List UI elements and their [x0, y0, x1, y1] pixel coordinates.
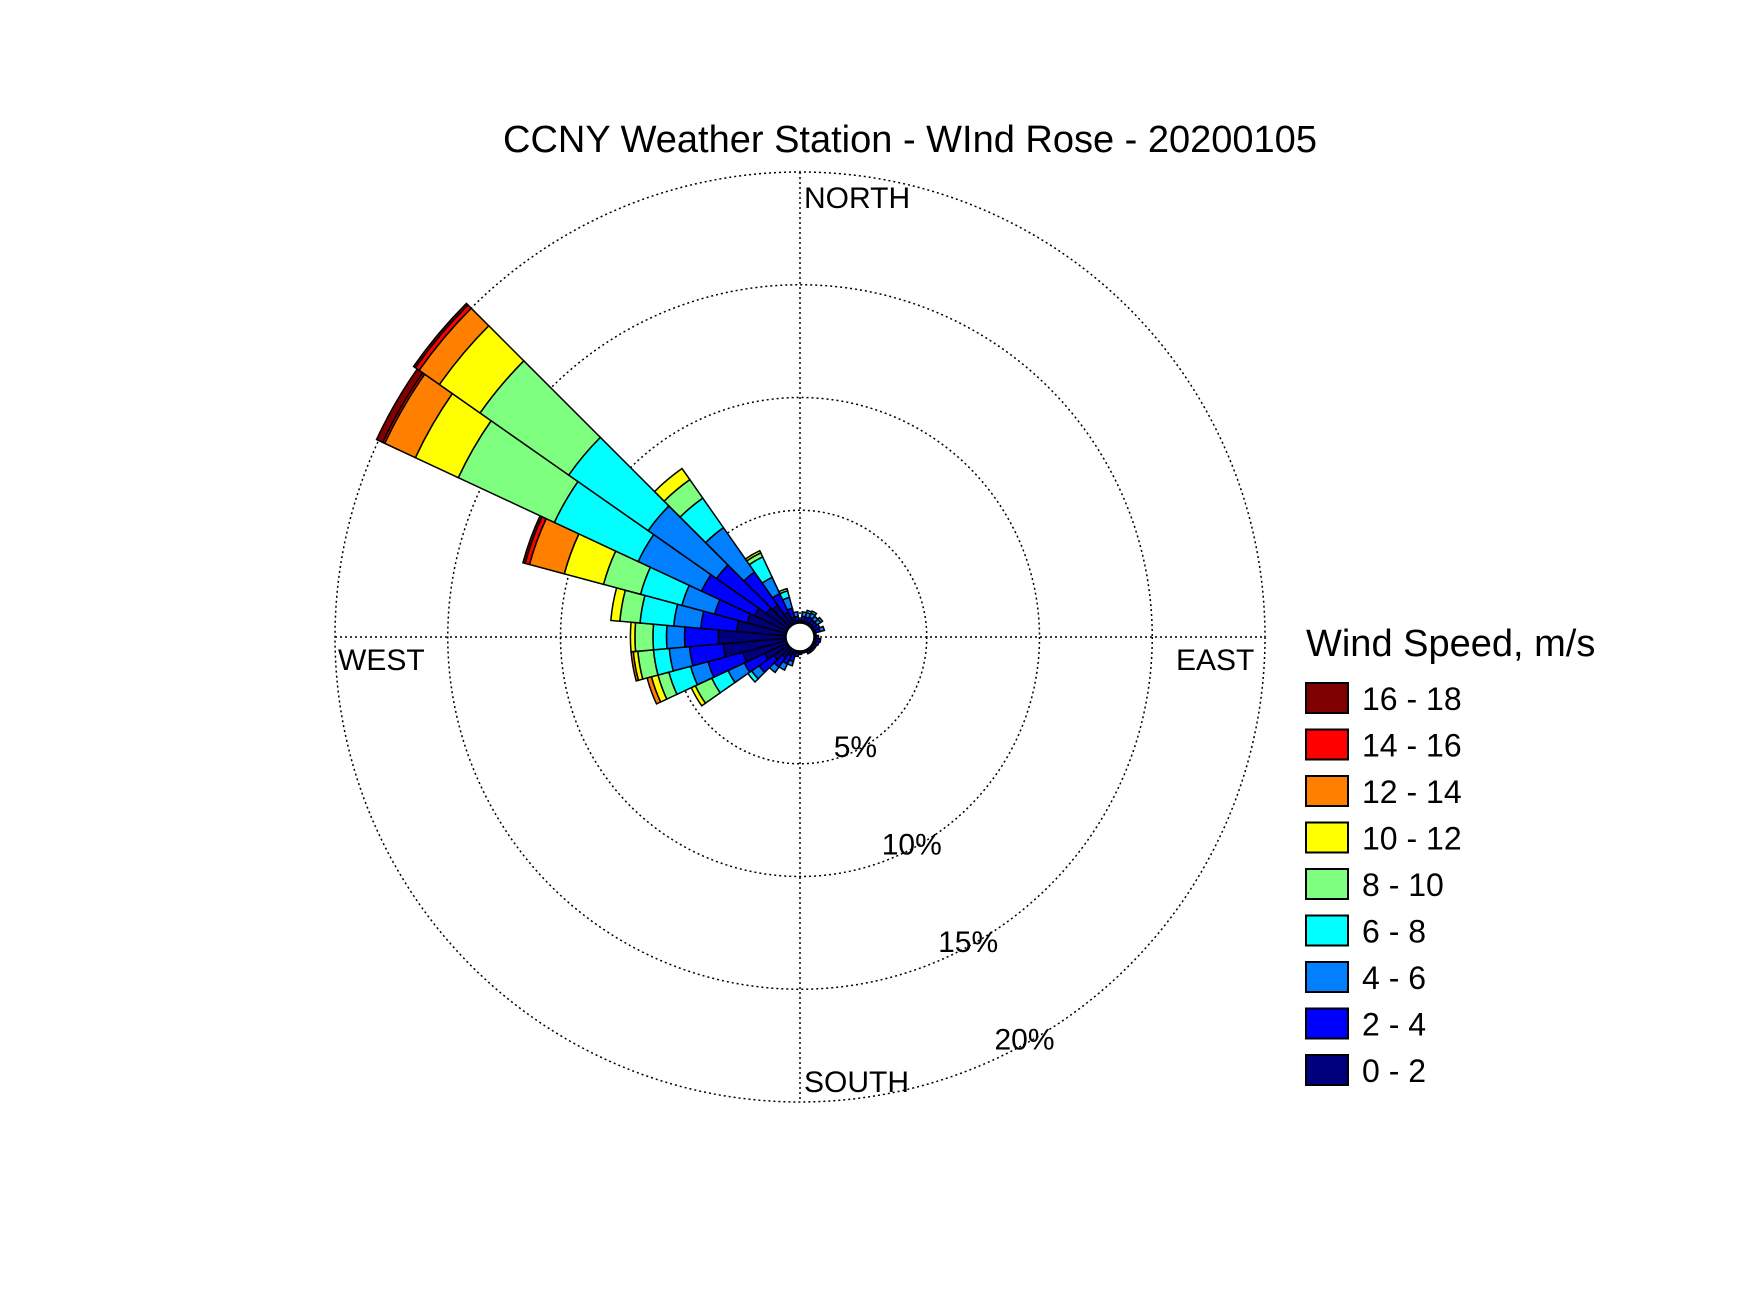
wedge-330-bin-5 — [744, 549, 762, 562]
legend-label-4: 8 - 10 — [1362, 867, 1444, 903]
wedge-320-bin-5 — [653, 467, 691, 503]
north-label: NORTH — [804, 182, 910, 215]
south-label: SOUTH — [804, 1066, 909, 1099]
chart-title: CCNY Weather Station - WInd Rose - 20200… — [503, 119, 1317, 161]
radial-tick-label-2: 10% — [882, 828, 942, 861]
grid-ring-2 — [559, 396, 1041, 878]
legend-swatch-3 — [1305, 821, 1349, 854]
legend-label-3: 10 - 12 — [1362, 821, 1462, 857]
legend-swatch-6 — [1305, 961, 1349, 993]
wedge-350-bin-2 — [792, 611, 800, 618]
legend-label-1: 14 - 16 — [1362, 728, 1462, 764]
legend: Wind Speed, m/s 16 - 18 14 - 16 12 - 14 10 … — [1305, 623, 1595, 1089]
legend-label-5: 6 - 8 — [1362, 914, 1426, 950]
legend-swatch-1 — [1305, 728, 1349, 761]
legend-label-2: 12 - 14 — [1362, 774, 1462, 810]
radial-tick-label-1: 5% — [834, 731, 877, 764]
legend-swatch-0 — [1305, 682, 1349, 714]
legend-label-7: 2 - 4 — [1362, 1007, 1426, 1043]
wedge-340-bin-4 — [777, 587, 789, 595]
center-hole — [785, 622, 815, 652]
radial-tick-label-3: 15% — [938, 926, 998, 959]
radial-tick-labels: 5% 10% 15% 20% — [834, 731, 1055, 1057]
east-label: EAST — [1176, 644, 1254, 677]
wedge-30-bin-3 — [810, 610, 818, 617]
legend-swatch-2 — [1305, 775, 1349, 807]
wedge-270-bin-3 — [652, 623, 668, 651]
grid-ring-3 — [447, 284, 1153, 990]
radial-tick-label-4: 20% — [994, 1024, 1054, 1057]
west-label: WEST — [338, 644, 425, 677]
wedge-270-bin-4 — [634, 621, 655, 653]
axis-labels: NORTH EAST SOUTH WEST — [338, 182, 1254, 1099]
legend-swatch-5 — [1305, 914, 1349, 947]
wedge-270-bin-5 — [629, 621, 637, 653]
legend-swatch-7 — [1305, 1007, 1349, 1040]
wedge-150-bin-1 — [805, 649, 812, 655]
legend-label-0: 16 - 18 — [1362, 681, 1462, 717]
wedge-310-bin-8 — [412, 302, 470, 369]
wedge-50-bin-3 — [816, 616, 824, 624]
wedge-270-bin-2 — [665, 624, 686, 650]
legend-title: Wind Speed, m/s — [1306, 623, 1595, 665]
wedge-70-bin-2 — [817, 625, 826, 633]
legend-swatch-8 — [1305, 1054, 1349, 1086]
legend-label-8: 0 - 2 — [1362, 1053, 1426, 1089]
legend-label-6: 4 - 6 — [1362, 960, 1426, 996]
wind-sectors — [375, 302, 826, 707]
legend-swatch-4 — [1305, 868, 1349, 900]
